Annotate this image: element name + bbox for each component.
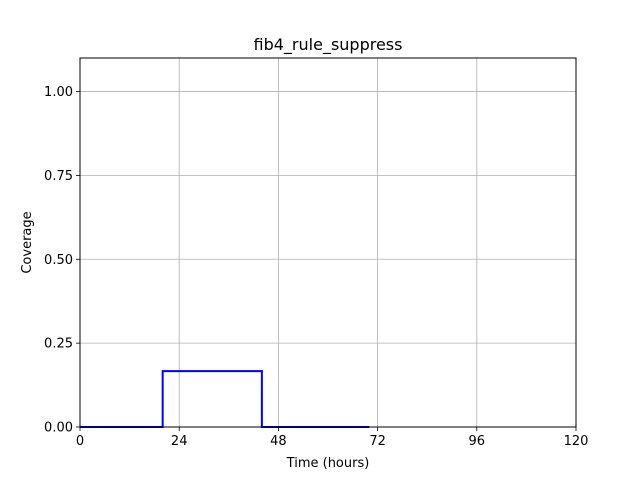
y-tick-label: 0.00 <box>44 421 73 436</box>
y-tick-label: 1.00 <box>44 85 73 100</box>
x-axis-label: Time (hours) <box>286 456 370 471</box>
x-tick-label: 96 <box>469 434 486 449</box>
y-axis-label: Coverage <box>20 211 35 273</box>
x-tick-label: 24 <box>171 434 188 449</box>
y-tick-label: 0.75 <box>44 169 73 184</box>
y-tick-label: 0.50 <box>44 253 73 268</box>
y-tick-label: 0.25 <box>44 337 73 352</box>
ticks: 0 24 48 72 96 120 0.00 0.25 0.50 0.75 1.00 <box>44 85 588 449</box>
chart-title: fib4_rule_suppress <box>254 35 403 55</box>
x-tick-label: 0 <box>76 434 84 449</box>
x-tick-label: 48 <box>270 434 287 449</box>
x-tick-label: 120 <box>564 434 589 449</box>
plot-frame <box>79 57 577 428</box>
x-tick-label: 72 <box>369 434 386 449</box>
